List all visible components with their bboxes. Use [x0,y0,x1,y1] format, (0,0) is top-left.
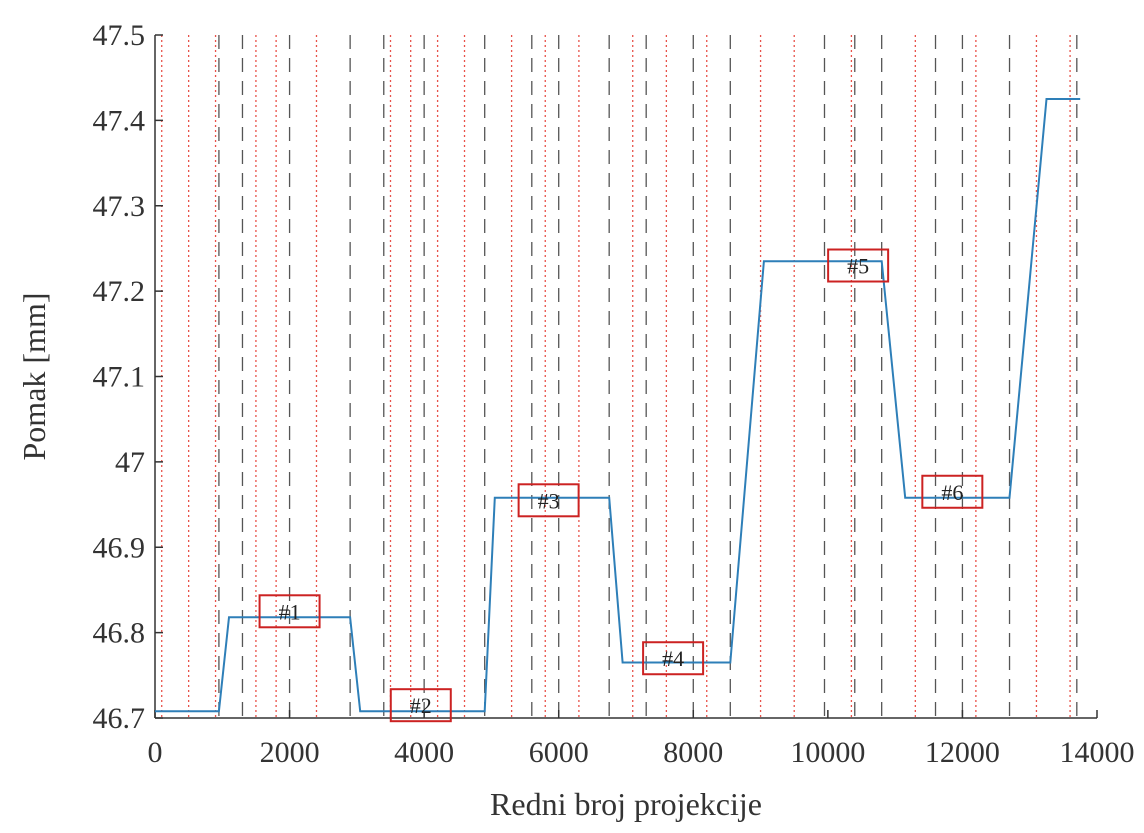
annotation-label: #3 [538,488,560,513]
y-tick-label: 47.5 [93,19,146,52]
series-layer [155,98,1081,713]
annotation-label: #1 [279,599,301,624]
annotation-box-5: #5 [827,248,890,283]
tick-labels: 0 2000 4000 6000 8000 10000 12000 14000 46.7 46.8… [93,19,1135,769]
y-tick-label: 46.8 [93,617,146,650]
y-tick-label: 47.3 [93,190,146,223]
annotation-border [389,688,452,723]
y-tick-label: 46.9 [93,531,146,564]
annotation-border [642,641,705,676]
series-line-0 [155,98,1081,713]
y-tick-label: 47.1 [93,361,146,394]
annotation-box-1: #1 [258,594,321,629]
annotation-box-3: #3 [517,483,580,518]
x-tick-label: 2000 [260,736,320,769]
annotation-box-6: #6 [921,474,984,509]
dotted-reference-lines [161,35,1071,718]
y-tick-label: 47.4 [93,104,146,137]
annotation-label: #5 [847,254,869,279]
y-axis-label: Pomak [mm] [16,293,52,461]
annotation-box-2: #2 [389,688,452,723]
annotation-border [827,248,890,283]
x-tick-label: 8000 [663,736,723,769]
y-tick-label: 47.2 [93,275,146,308]
annotations: #1 #2 #3 #4 #5 #6 [258,248,984,723]
x-tick-label: 14000 [1060,736,1135,769]
x-tick-label: 12000 [925,736,1000,769]
y-tick-label: 46.7 [93,702,146,735]
x-tick-label: 6000 [529,736,589,769]
annotation-label: #4 [662,646,684,671]
annotation-border [517,483,580,518]
x-tick-label: 10000 [790,736,865,769]
x-tick-label: 0 [148,736,163,769]
dashed-reference-lines [218,35,1078,718]
x-tick-label: 4000 [394,736,454,769]
annotation-label: #2 [410,693,432,718]
annotation-border [921,474,984,509]
annotation-label: #6 [941,480,963,505]
y-tick-label: 47 [115,446,145,479]
annotation-box-4: #4 [642,641,705,676]
x-axis-label: Redni broj projekcije [490,786,762,822]
annotation-border [258,594,321,629]
